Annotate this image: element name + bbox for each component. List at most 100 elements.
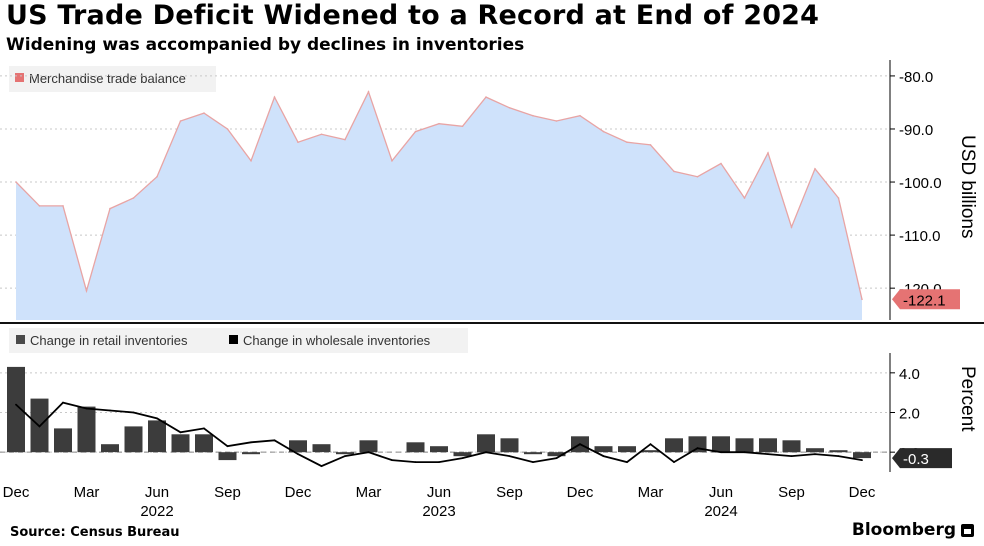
wholesale-point: [320, 465, 323, 467]
wholesale-point: [179, 431, 182, 434]
trade-balance-point: [508, 107, 511, 109]
retail-bar: [54, 428, 72, 453]
wholesale-point: [579, 443, 581, 446]
legend-label-wholesale: Change in wholesale inventories: [243, 333, 431, 348]
last-bar-badge: [892, 448, 952, 469]
retail-bar: [218, 452, 237, 461]
wholesale-point: [344, 455, 346, 457]
brand-logo: Bloomberg: [852, 520, 974, 540]
wholesale-point: [367, 451, 370, 454]
wholesale-point: [438, 461, 440, 463]
trade-balance-point: [344, 138, 346, 141]
terminal-icon: [961, 523, 974, 537]
retail-bar: [430, 446, 448, 453]
legend-swatch-trade-balance: [15, 73, 24, 82]
wholesale-point: [602, 455, 605, 457]
wholesale-point: [508, 455, 511, 457]
x-year-label: 2023: [422, 503, 455, 520]
retail-bar: [336, 452, 354, 455]
legend-swatch-retail: [16, 335, 25, 344]
wholesale-point: [555, 457, 558, 459]
retail-bar: [618, 446, 636, 453]
trade-balance-point: [203, 112, 205, 114]
retail-bar: [453, 452, 472, 457]
trade-balance-point: [132, 197, 135, 199]
trade-balance-point: [861, 298, 863, 301]
trade-balance-point: [250, 160, 252, 162]
trade-balance-point: [555, 120, 558, 122]
legend-label-trade-balance: Merchandise trade balance: [29, 71, 186, 86]
wholesale-point: [720, 451, 722, 454]
last-value-badge: [892, 289, 960, 310]
trade-balance-point: [367, 91, 370, 93]
trade-balance-point: [790, 226, 793, 228]
wholesale-point: [85, 407, 88, 410]
trade-balance-point: [391, 160, 393, 162]
trade-balance-point: [226, 128, 229, 130]
retail-bar: [759, 438, 777, 453]
retail-bar: [312, 444, 331, 453]
wholesale-point: [226, 445, 229, 448]
wholesale-point: [696, 447, 699, 450]
retail-bar: [124, 426, 143, 453]
trade-balance-point: [273, 96, 276, 98]
top-y-tick-label: -110.0: [899, 228, 940, 245]
retail-bar: [500, 438, 519, 453]
wholesale-point: [626, 461, 628, 463]
top-y-tick-label: -100.0: [899, 175, 942, 192]
wholesale-point: [15, 403, 17, 406]
trade-balance-point: [649, 144, 652, 146]
wholesale-point: [62, 401, 64, 404]
wholesale-point: [203, 427, 205, 430]
retail-bar: [735, 438, 754, 453]
trade-balance-point: [461, 125, 464, 128]
last-value-label: -122.1: [903, 292, 946, 309]
trade-balance-point: [85, 290, 88, 292]
retail-bar: [524, 452, 542, 455]
retail-bar: [406, 442, 425, 453]
x-month-label: Dec: [567, 484, 594, 501]
chart-title: US Trade Deficit Widened to a Record at …: [6, 0, 820, 31]
wholesale-point: [767, 453, 769, 455]
bottom-y-tick-label: 4.0: [899, 366, 920, 383]
retail-bar: [242, 452, 260, 455]
wholesale-point: [297, 453, 299, 455]
x-month-label: Sep: [778, 484, 805, 501]
x-month-label: Jun: [427, 484, 451, 501]
retail-bar: [477, 434, 495, 453]
retail-bar: [171, 434, 190, 453]
wholesale-point: [273, 439, 276, 442]
trade-balance-point: [485, 96, 487, 98]
trade-balance-point: [38, 205, 41, 207]
x-month-label: Sep: [496, 484, 523, 501]
retail-bar: [594, 446, 613, 453]
x-axis: Dec Mar Jun Sep Dec Mar Jun Sep Dec Mar Jun Sep Dec 2…: [3, 484, 876, 520]
retail-bar: [7, 366, 25, 453]
chart-subtitle: Widening was accompanied by declines in …: [6, 35, 525, 55]
source-note: Source: Census Bureau: [10, 525, 180, 540]
wholesale-point: [532, 461, 534, 463]
retail-bar: [641, 450, 660, 453]
wholesale-point: [790, 455, 793, 457]
retail-bar: [665, 438, 683, 453]
wholesale-point: [649, 443, 652, 446]
trade-balance-point: [438, 122, 440, 125]
top-y-tick-label: -80.0: [899, 69, 933, 86]
trade-balance-point: [579, 114, 581, 117]
wholesale-point: [485, 451, 487, 454]
retail-bar: [853, 452, 871, 459]
wholesale-point: [743, 451, 746, 454]
x-month-label: Mar: [638, 484, 664, 501]
wholesale-point: [109, 409, 111, 412]
x-year-label: 2022: [140, 503, 173, 520]
wholesale-point: [673, 461, 675, 463]
trade-balance-point: [720, 162, 722, 165]
retail-bar: [806, 448, 824, 453]
x-month-label: Jun: [709, 484, 733, 501]
wholesale-point: [391, 459, 393, 461]
wholesale-point: [861, 459, 863, 461]
brand-name: Bloomberg: [851, 520, 956, 540]
trade-balance-point: [15, 181, 17, 183]
retail-bar: [829, 450, 848, 453]
